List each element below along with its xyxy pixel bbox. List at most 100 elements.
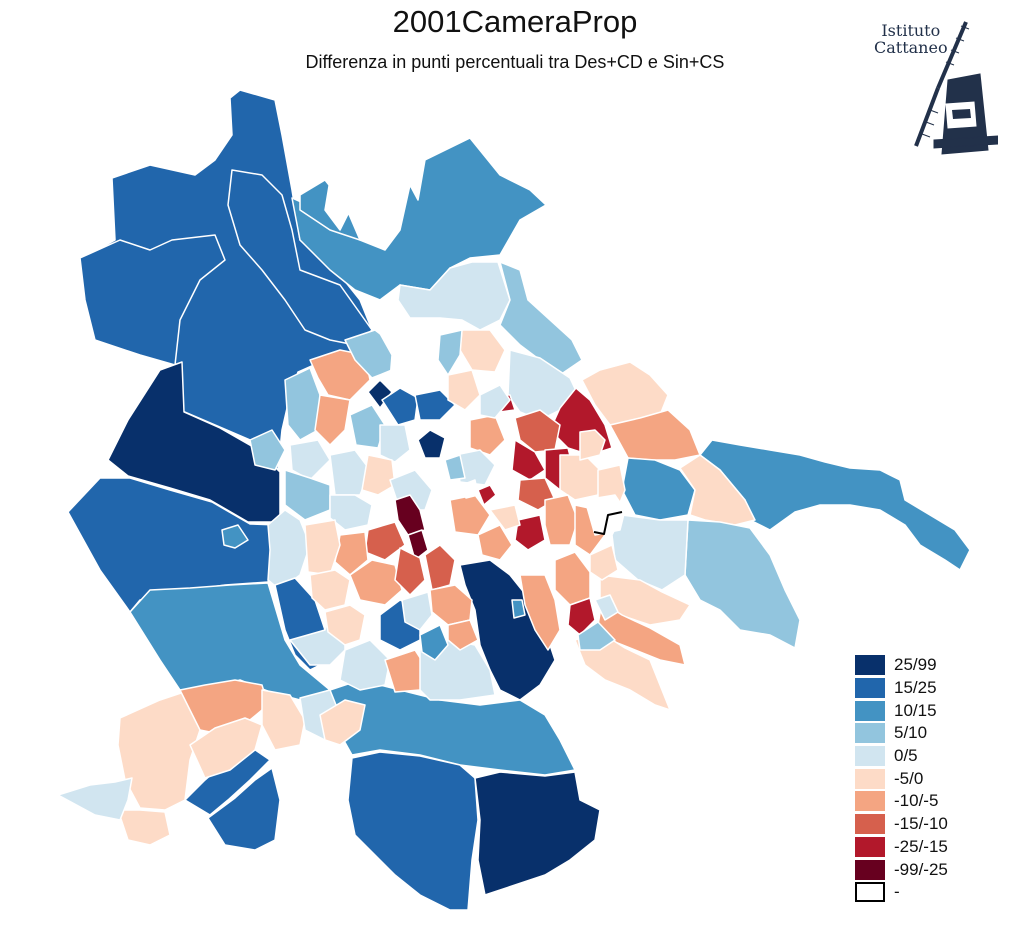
map-zone: [309, 349, 371, 401]
legend-label: 5/10: [894, 723, 928, 743]
legend-label: -99/-25: [894, 859, 948, 879]
map-zone: [419, 624, 449, 661]
logo-line-2: Cattaneo: [874, 38, 948, 57]
legend-swatch: [855, 814, 885, 835]
map-zone: [589, 544, 619, 581]
legend-label: -10/-5: [894, 791, 939, 811]
map-zone: [527, 544, 556, 573]
map-zone: [459, 329, 506, 373]
legend-label: -5/0: [894, 768, 924, 788]
map-zone: [117, 809, 171, 846]
legend-label: -15/-10: [894, 814, 948, 834]
map-zone: [221, 524, 249, 549]
map-zone: [511, 439, 546, 481]
map-zone: [189, 717, 263, 779]
map-zone: [459, 559, 556, 701]
map-zone: [367, 379, 393, 409]
legend-item: -99/-25: [855, 858, 948, 881]
map-zone: [577, 621, 616, 651]
legend-swatch: [855, 723, 885, 744]
logo-line-1: Istituto: [881, 21, 941, 40]
map-zone: [469, 414, 506, 456]
map-zone: [407, 529, 429, 561]
map-zone: [289, 439, 331, 481]
map-zone: [621, 457, 696, 521]
legend-item: 5/10: [855, 722, 948, 745]
map-zone: [447, 369, 481, 411]
windmill-icon: [914, 21, 998, 155]
map-zone: [284, 469, 331, 521]
map-zone: [324, 179, 356, 231]
map-zone: [447, 619, 479, 651]
legend-swatch: [855, 882, 885, 903]
legend-item: 10/15: [855, 699, 948, 722]
legend-label: 10/15: [894, 700, 937, 720]
map-zone: [304, 519, 341, 576]
map-title: 2001CameraProp: [392, 4, 638, 39]
legend-item: -: [855, 881, 948, 904]
map-zone: [593, 511, 623, 535]
map-zone: [397, 261, 511, 331]
map-zone: [489, 504, 521, 531]
map-subtitle: Differenza in punti percentuali tra Des+…: [305, 52, 725, 72]
map-zone: [324, 604, 366, 646]
map-zone: [79, 234, 226, 366]
legend-label: 25/99: [894, 655, 937, 675]
map-zone: [519, 574, 561, 651]
map-zone: [379, 424, 411, 463]
map-zone: [319, 699, 366, 746]
map-zone: [339, 639, 391, 691]
map-zone: [594, 594, 619, 621]
map-zone: [417, 429, 446, 459]
map-zone: [611, 514, 689, 591]
legend-swatch: [855, 768, 885, 789]
map-zone: [437, 329, 463, 376]
legend-label: 0/5: [894, 746, 918, 766]
legend-swatch: [855, 700, 885, 721]
legend-item: -15/-10: [855, 813, 948, 836]
map-zone: [377, 324, 449, 389]
map-zone: [477, 524, 513, 561]
map-zone: [499, 261, 583, 376]
map-zone: [381, 387, 419, 426]
map-zone: [309, 569, 351, 611]
map-zone: [579, 429, 606, 461]
map-zone: [554, 551, 591, 606]
map-zone: [401, 591, 433, 631]
map-zone: [514, 514, 546, 551]
legend-label: -25/-15: [894, 836, 948, 856]
map-zone: [414, 389, 456, 421]
map-zone: [511, 599, 526, 619]
legend-item: -5/0: [855, 767, 948, 790]
istituto-cattaneo-logo: Istituto Cattaneo: [868, 18, 998, 170]
map-zone: [567, 597, 596, 636]
legend-item: -25/-15: [855, 836, 948, 859]
map-zone: [679, 454, 756, 526]
map-zone: [314, 394, 351, 446]
map-zone: [584, 494, 626, 536]
logo-text: Istituto Cattaneo: [874, 22, 948, 56]
legend-swatch: [855, 859, 885, 880]
map-zone: [291, 137, 547, 301]
legend-item: -10/-5: [855, 790, 948, 813]
legend-swatch: [855, 836, 885, 857]
legend-label: -: [894, 882, 900, 902]
map-zone: [329, 494, 373, 531]
map-zone: [249, 429, 286, 471]
legend-swatch: [855, 678, 885, 699]
legend-swatch: [855, 791, 885, 812]
map-zone: [474, 771, 601, 896]
map-zone: [394, 494, 426, 536]
map-zone: [699, 439, 971, 571]
map-zone: [394, 547, 426, 596]
map-zone: [57, 777, 133, 821]
map-zone: [559, 454, 601, 501]
legend-item: 25/99: [855, 654, 948, 677]
map-zone: [461, 479, 479, 499]
map-zone: [544, 494, 579, 546]
map-zone: [207, 767, 281, 851]
map-zone: [424, 544, 456, 591]
map-zone: [684, 519, 801, 649]
legend-swatch: [855, 746, 885, 767]
